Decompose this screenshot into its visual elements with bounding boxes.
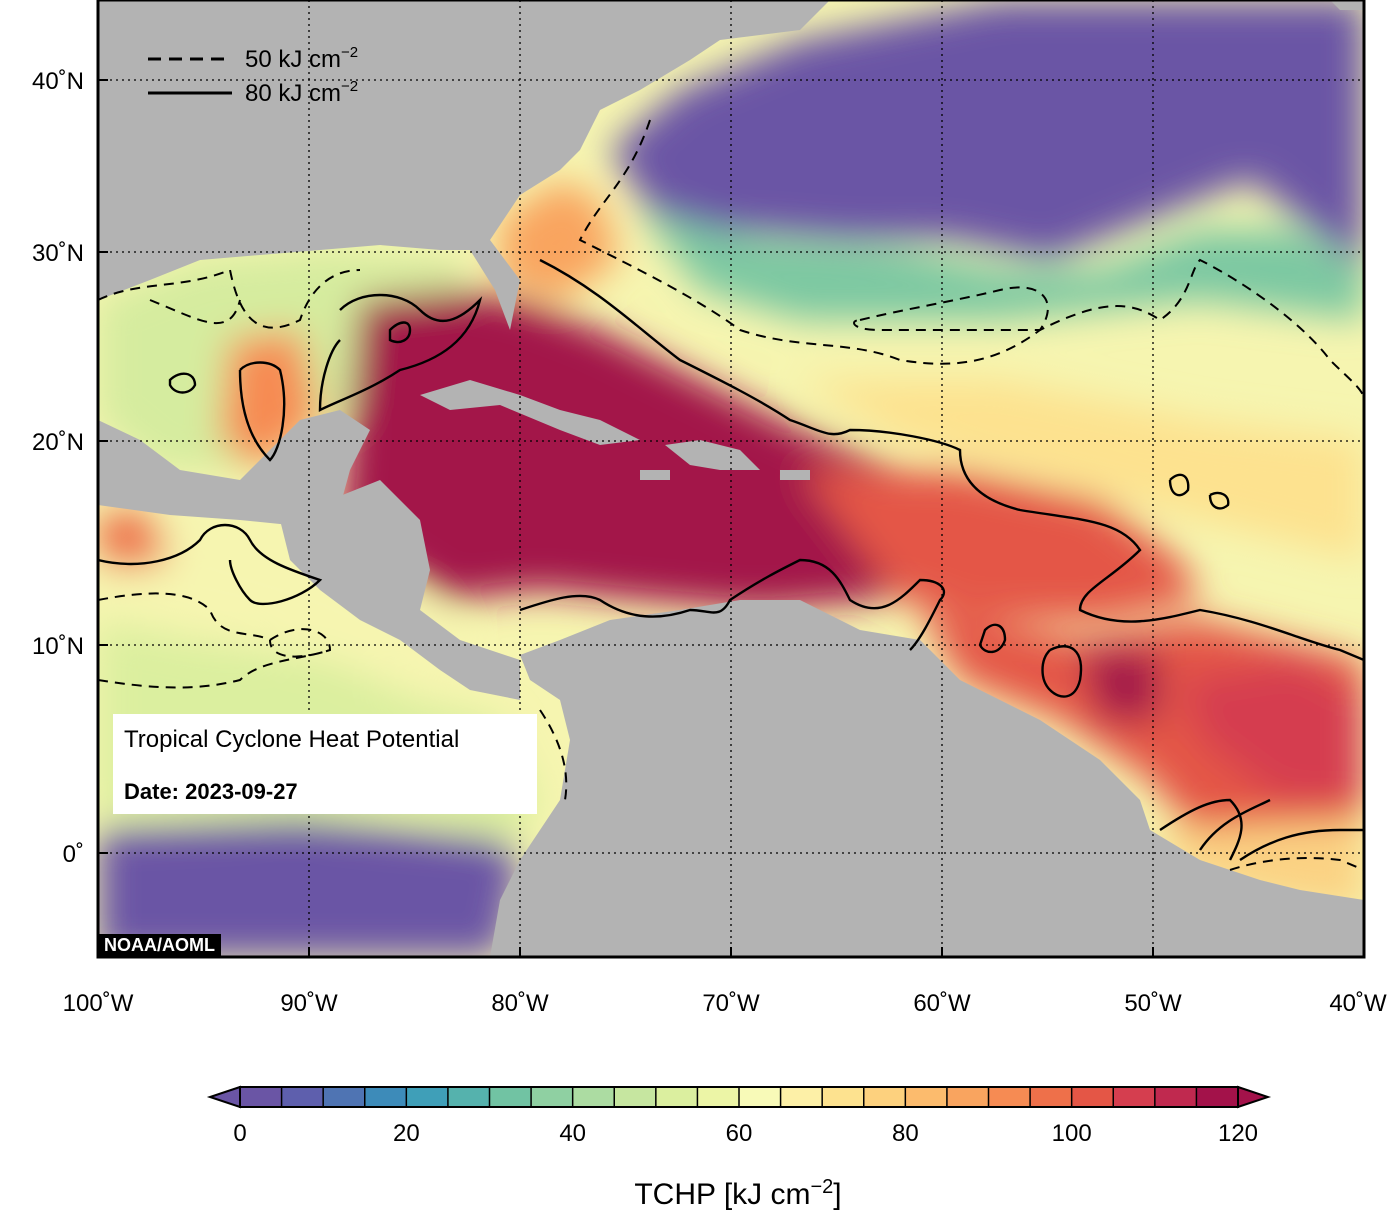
lat-label: 20˚N: [32, 429, 84, 456]
colorbar-cell: [1030, 1087, 1073, 1107]
longitude-labels: 100˚W 90˚W 80˚W 70˚W 60˚W 50˚W 40˚W: [63, 990, 1387, 1017]
colorbar: 0 20 40 60 80 100 120: [206, 1085, 1272, 1147]
lat-label: 0˚: [63, 841, 84, 868]
map-title: Tropical Cyclone Heat Potential: [124, 726, 460, 753]
colorbar-cell: [946, 1087, 989, 1107]
longitude-ticks: [308, 947, 1154, 957]
colorbar-cell: [1071, 1087, 1114, 1107]
contour-50-dashed: [98, 119, 1364, 871]
lon-label: 100˚W: [63, 990, 134, 1017]
colorbar-cell: [655, 1087, 698, 1107]
lon-label: 40˚W: [1329, 990, 1387, 1017]
colorbar-max-arrow: [1237, 1085, 1272, 1109]
colorbar-cell: [323, 1087, 366, 1107]
colorbar-cell: [822, 1087, 865, 1107]
lon-label: 80˚W: [491, 990, 549, 1017]
colorbar-cell: [1196, 1087, 1239, 1107]
lon-label: 90˚W: [280, 990, 338, 1017]
lat-label: 30˚N: [32, 240, 84, 267]
legend-dashed-label: 50 kJ cm−2: [245, 44, 358, 73]
contour-legend: 50 kJ cm−2 80 kJ cm−2: [148, 44, 358, 107]
grid-lines: [98, 0, 1364, 957]
colorbar-cell: [531, 1087, 574, 1107]
colorbar-cell: [863, 1087, 906, 1107]
lat-label: 10˚N: [32, 633, 84, 660]
info-box: Tropical Cyclone Heat Potential Date: 20…: [113, 714, 537, 814]
latitude-labels: 40˚N 30˚N 20˚N 10˚N 0˚: [32, 68, 84, 868]
colorbar-cell: [988, 1087, 1031, 1107]
credit-label: NOAA/AOML: [98, 934, 221, 956]
colorbar-cell: [780, 1087, 823, 1107]
colorbar-cell: [406, 1087, 449, 1107]
colorbar-title: TCHP [kJ cm−2]: [634, 1176, 842, 1211]
colorbar-cells: [240, 1087, 1239, 1107]
latitude-ticks: [98, 79, 108, 854]
lon-label: 50˚W: [1124, 990, 1182, 1017]
map-date: Date: 2023-09-27: [124, 779, 298, 804]
colorbar-cell: [1113, 1087, 1156, 1107]
colorbar-min-arrow: [206, 1085, 241, 1109]
colorbar-cell: [364, 1087, 407, 1107]
colorbar-cell: [1154, 1087, 1197, 1107]
colorbar-cell: [489, 1087, 532, 1107]
lon-label: 70˚W: [702, 990, 760, 1017]
colorbar-cell: [697, 1087, 740, 1107]
colorbar-tick-label: 40: [559, 1120, 586, 1147]
legend-solid-label: 80 kJ cm−2: [245, 78, 358, 107]
colorbar-cell: [905, 1087, 948, 1107]
colorbar-tick-label: 60: [726, 1120, 753, 1147]
colorbar-ticks: 0 20 40 60 80 100 120: [233, 1120, 1258, 1147]
contour-80-solid: [98, 258, 1364, 861]
colorbar-cell: [614, 1087, 657, 1107]
colorbar-cell: [281, 1087, 324, 1107]
colorbar-frame: [239, 1086, 1239, 1108]
land-masses: [98, 0, 1364, 957]
colorbar-tick-label: 20: [393, 1120, 420, 1147]
colorbar-tick-label: 0: [233, 1120, 246, 1147]
colorbar-cell: [447, 1087, 490, 1107]
lon-label: 60˚W: [913, 990, 971, 1017]
colorbar-cell: [572, 1087, 615, 1107]
colorbar-cell: [739, 1087, 782, 1107]
colorbar-tick-label: 80: [892, 1120, 919, 1147]
colorbar-cell: [240, 1087, 283, 1107]
colorbar-tick-label: 120: [1218, 1120, 1258, 1147]
lat-label: 40˚N: [32, 68, 84, 95]
colorbar-tick-label: 100: [1052, 1120, 1092, 1147]
